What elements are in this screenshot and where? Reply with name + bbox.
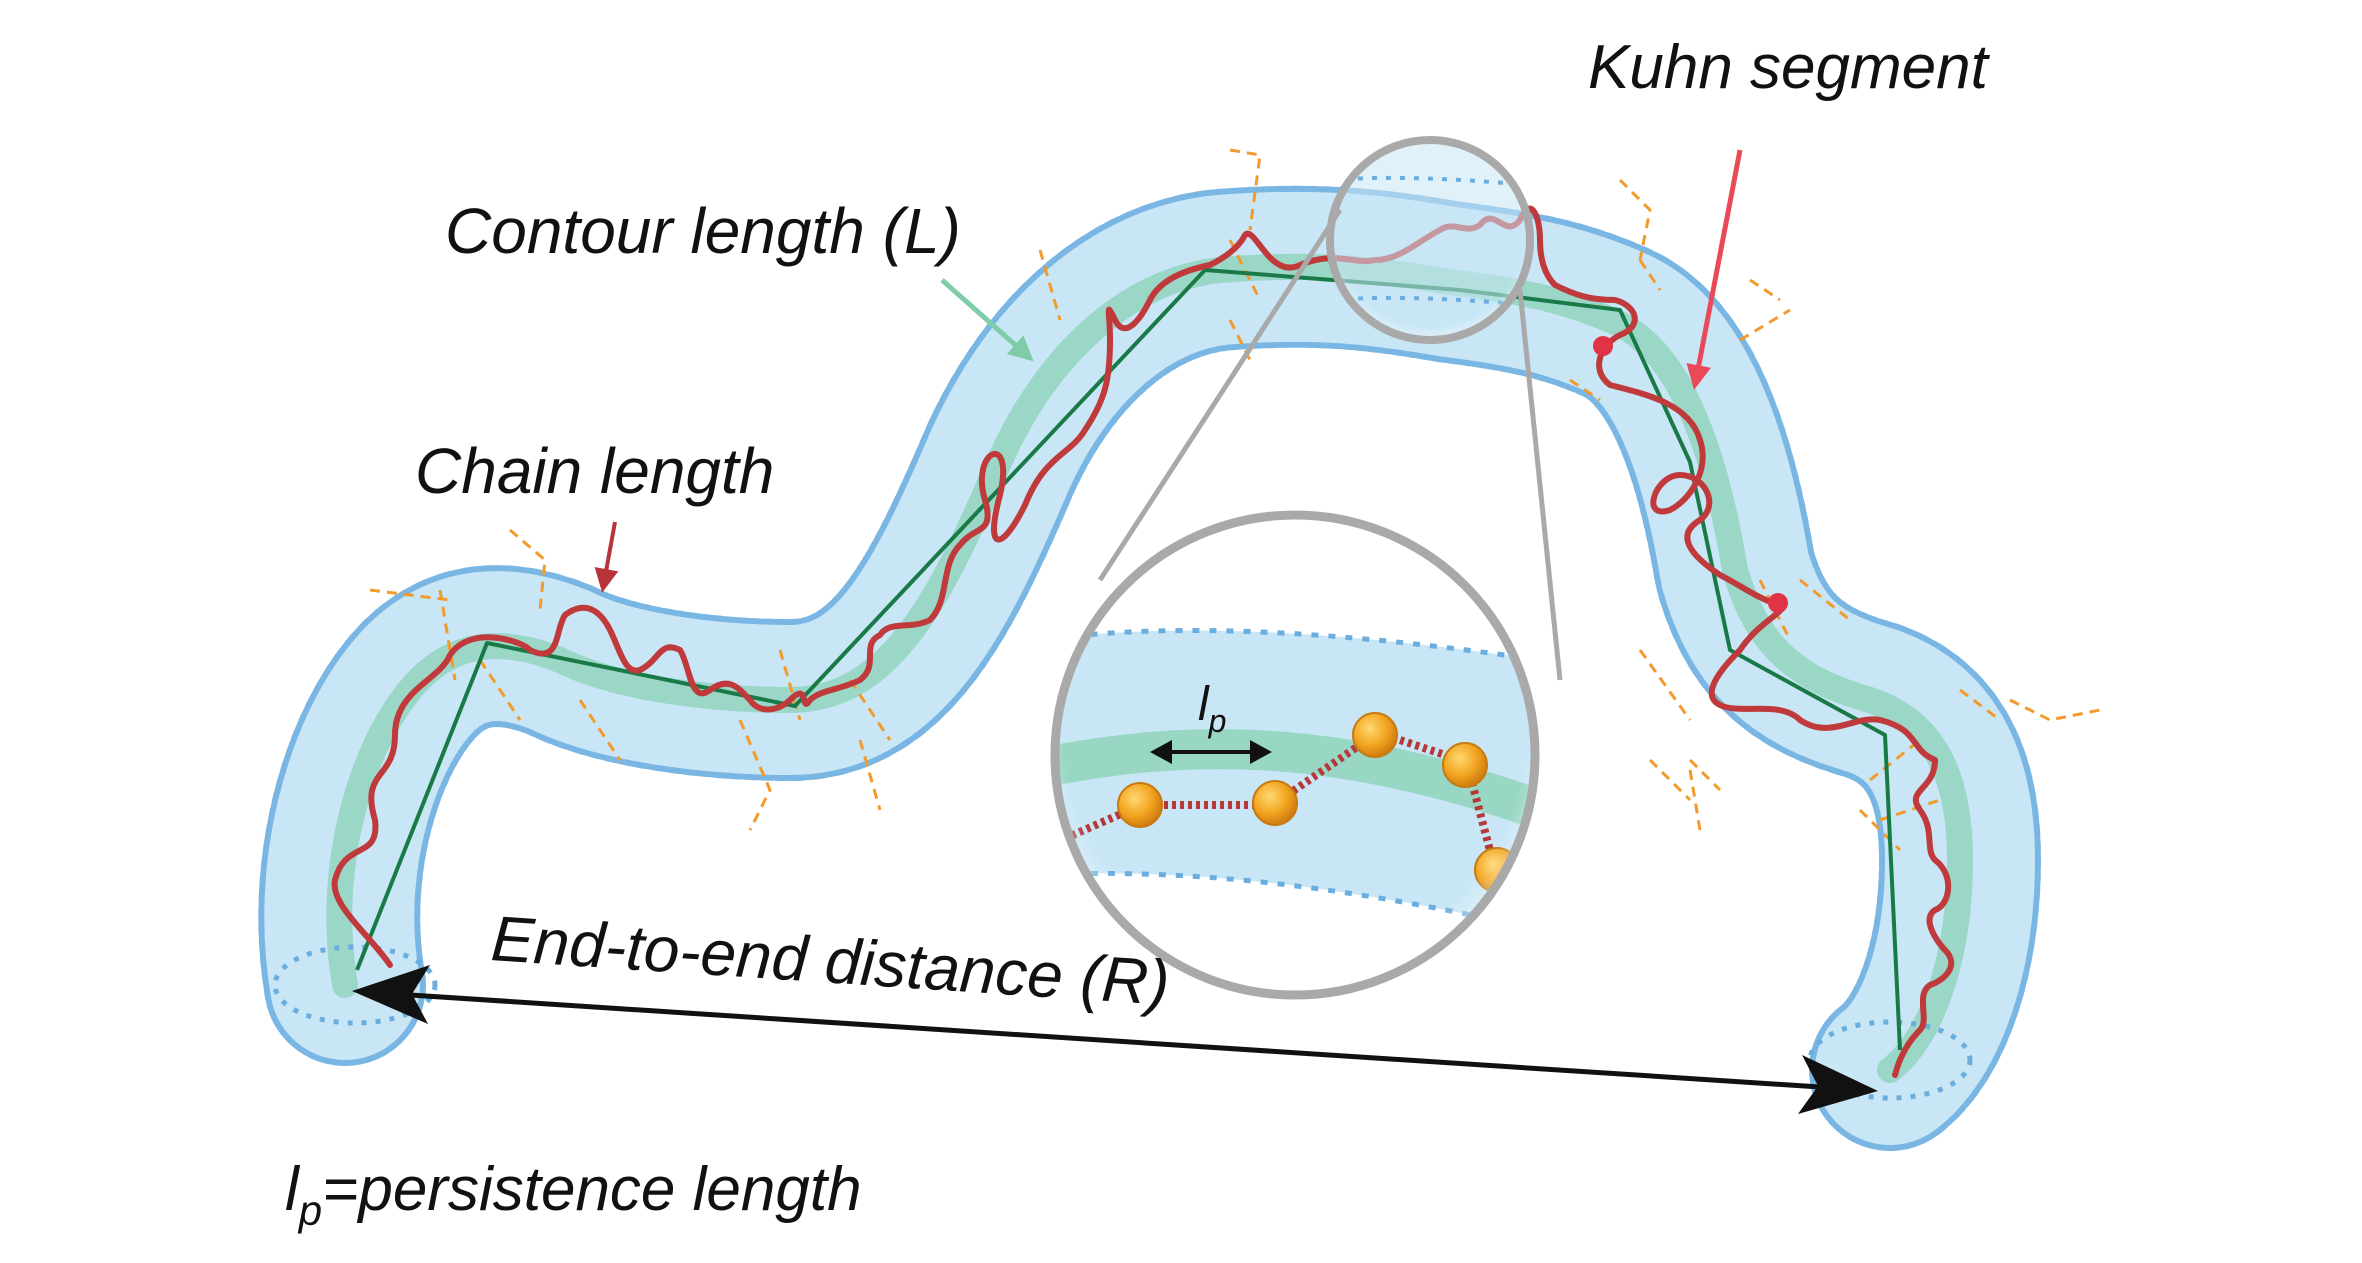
polymer-chain <box>331 205 1955 1078</box>
persistence-length-arrow <box>1150 740 1272 764</box>
magnifier-inset: lp <box>1050 510 1540 1000</box>
kuhn-segment-markers <box>1593 336 1788 613</box>
kuhn-marker-start <box>1593 336 1613 356</box>
legend-persistence-length: lp=persistence length <box>285 1155 862 1234</box>
contour-length-label: Contour length (L) <box>445 195 961 267</box>
chain-length-arrow <box>594 521 619 593</box>
kuhn-segment-arrow <box>1686 149 1743 390</box>
small-magnifier <box>1326 136 1534 344</box>
inset-lp-label: lp <box>1198 678 1226 739</box>
tube-start-cap <box>272 944 438 1026</box>
kuhn-marker-end <box>1768 593 1788 613</box>
orange-fragments <box>369 148 2101 852</box>
tube-end-cap <box>1807 1019 1973 1101</box>
end-to-end-label: End-to-end distance (R) <box>489 902 1172 1019</box>
contour-length-arrow <box>940 278 1034 362</box>
magnifier-connectors <box>1097 208 1563 681</box>
kuhn-segment-label: Kuhn segment <box>1588 33 1991 102</box>
kuhn-segment-path <box>355 268 1902 1051</box>
end-to-end-arrow <box>352 965 1878 1114</box>
chain-length-label: Chain length <box>415 435 774 507</box>
